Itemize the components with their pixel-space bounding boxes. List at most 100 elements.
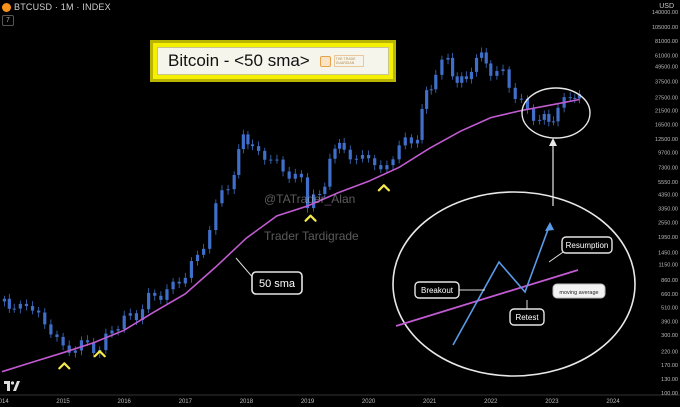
retest-label: Retest [509,308,545,326]
y-tick-label: 81000.00 [655,39,678,45]
candle-body [577,93,581,99]
candle-body [299,173,303,178]
candle-body [147,292,151,310]
candle-body [73,350,77,353]
highlight-ellipse [521,87,591,139]
sma-label-text: 50 sma [259,278,296,290]
candle-body [134,313,139,321]
candle-body [177,281,181,284]
schematic-ellipse [392,191,636,377]
candle-body [287,171,291,179]
y-tick-label: 61000.00 [655,54,678,60]
candle-body [305,177,310,209]
candle-body [202,248,206,255]
sma-line [1,98,580,373]
candle-body [513,87,517,100]
y-tick-label: 140000.00 [652,10,678,16]
candle-body [323,186,327,194]
y-tick-label: 37500.00 [655,79,678,85]
candle-body [519,98,523,100]
y-tick-label: 860.00 [661,278,678,284]
candle-body [275,159,279,161]
candle-body [257,146,261,151]
candle-body [501,69,505,72]
y-tick-label: 2550.00 [658,221,678,227]
candle-body [446,57,450,60]
support-marker [304,214,317,222]
currency-label[interactable]: USD [659,3,674,10]
candle-body [263,150,267,160]
y-tick-label: 105000.00 [652,25,678,31]
candle-body [43,312,47,325]
candle-body [241,134,245,150]
x-tick-label: 2019 [301,399,315,405]
guardian-shield-icon [319,55,331,67]
y-tick-label: 1150.00 [659,263,678,269]
candle-body [547,114,551,122]
x-tick-label: 2020 [362,399,376,405]
y-tick-label: 130.00 [661,377,678,383]
chart-title: Bitcoin - <50 sma> [168,51,310,70]
schematic-ma-line [395,269,579,327]
breakout-label-text: Breakout [421,286,454,295]
candle-body [37,310,41,313]
candle-body [531,108,536,121]
candle-body [484,52,488,64]
support-marker [58,362,71,370]
candle-body [208,230,212,249]
bitcoin-coin-icon [2,2,11,12]
candle-body [455,76,459,83]
candle-body [24,303,29,307]
candle-body [556,107,560,122]
candle-body [318,193,322,195]
x-tick-label: 2014 [0,399,9,405]
y-tick-label: 49500.00 [655,65,678,71]
candle-body [92,342,96,354]
candle-body [246,134,250,145]
candle-body [495,71,499,76]
support-marker [93,350,106,358]
candle-body [104,333,108,351]
y-tick-label: 27500.00 [655,96,678,102]
candle-body [159,295,163,300]
y-tick-label: 5550.00 [658,180,678,186]
candle-body [328,158,332,187]
candle-body [337,142,342,149]
x-tick-label: 2024 [606,399,620,405]
candle-body [551,121,556,123]
guardian-logo-text: THE TRADE GUARDIAN [333,55,364,67]
y-tick-label: 16500.00 [655,122,678,128]
y-tick-label: 9700.00 [658,150,678,156]
candle-body [85,340,90,343]
candle-body [391,159,395,166]
candle-body [342,142,346,150]
y-tick-label: 100.00 [661,391,678,397]
candle-body [348,149,352,160]
candle-body [183,277,187,284]
title-inner: Bitcoin - <50 sma> THE TRADE GUARDIAN [157,47,389,75]
candle-body [153,292,157,296]
candle-body [474,57,479,72]
candle-body [489,63,493,76]
candle-body [397,145,401,160]
y-tick-label: 300.00 [661,333,678,339]
candle-body [354,158,358,160]
x-tick-label: 2016 [118,399,132,405]
y-tick-label: 510.00 [661,305,678,311]
x-tick-label: 2021 [423,399,437,405]
candle-body [30,306,35,311]
candle-body [415,139,420,144]
candle-body [128,313,132,316]
watermark-name: Trader Tardigrade [264,229,359,243]
resumption-label: Resumption [561,236,613,254]
indicator-badge[interactable]: 7 [2,15,14,26]
y-tick-label: 12500.00 [655,137,678,143]
candle-body [434,74,438,90]
candle-body [425,90,429,109]
candle-body [7,298,11,309]
x-tick-label: 2023 [545,399,559,405]
candle-body [568,97,572,99]
candle-body [525,98,530,109]
y-tick-label: 4350.00 [658,193,678,199]
